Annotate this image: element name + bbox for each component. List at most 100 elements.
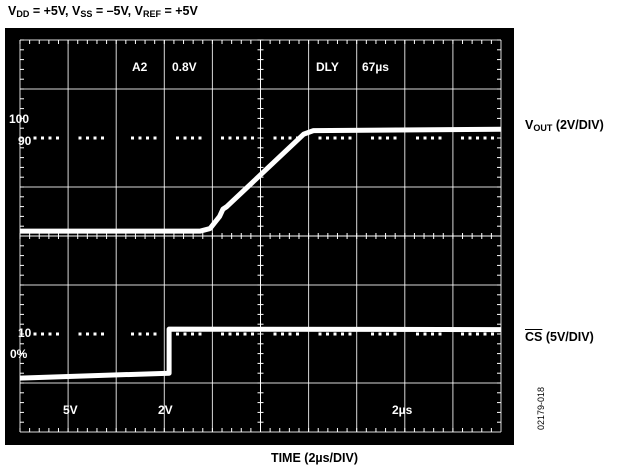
a2-label: A2	[132, 60, 148, 74]
grid-dot	[318, 136, 322, 140]
grid-dot	[461, 136, 464, 140]
grid-dot	[41, 332, 44, 336]
grid-dot	[48, 332, 52, 336]
grid-dot	[296, 332, 299, 336]
scope-annotations: A2 0.8V DLY 67µs 100 90 10 0% 5V 2V 2µs	[9, 60, 413, 417]
grid-dot	[393, 136, 397, 140]
vout-scale-label: VOUT (2V/DIV)	[525, 118, 604, 133]
grid-dot	[146, 332, 149, 336]
grid-dot	[236, 136, 239, 140]
cs-scale-label: CS (5V/DIV)	[525, 330, 594, 344]
grid-dot	[176, 136, 179, 140]
grid-dot	[86, 332, 89, 336]
grid-dot	[483, 332, 487, 336]
grid-dot	[468, 332, 472, 336]
grid-dot	[483, 136, 487, 140]
grid-dot	[236, 332, 239, 336]
grid-dot	[326, 332, 329, 336]
grid-dot	[183, 332, 187, 336]
grid-dot	[491, 136, 494, 140]
grid-dot	[393, 332, 397, 336]
grid-dot	[416, 136, 419, 140]
grid-dot	[288, 332, 292, 336]
grid-dot	[131, 136, 134, 140]
trace-vout	[20, 126, 502, 234]
marker-10: 10	[18, 326, 32, 340]
grid-dot	[386, 332, 389, 336]
grid-dot	[86, 136, 89, 140]
grid-dot	[243, 136, 247, 140]
grid-dot	[78, 332, 82, 336]
grid-dot	[476, 332, 479, 336]
grid-dot	[56, 332, 59, 336]
grid-dot	[348, 332, 352, 336]
grid-dot	[423, 332, 427, 336]
grid-dot	[468, 136, 472, 140]
grid-dot	[243, 332, 247, 336]
grid-dot	[251, 332, 254, 336]
grid-dot	[146, 136, 149, 140]
grid-dot	[438, 136, 442, 140]
grid-dot	[281, 332, 284, 336]
grid-dot	[416, 332, 419, 336]
grid-dot	[333, 136, 337, 140]
grid-dot	[326, 136, 329, 140]
grid-dot	[228, 136, 232, 140]
vref-condition: VREF = +5V	[134, 4, 198, 19]
grid-dot	[228, 332, 232, 336]
grid-dot	[101, 332, 104, 336]
vss-condition: VSS = –5V,	[71, 4, 135, 19]
dly-label: DLY	[316, 60, 339, 74]
time-axis-label: TIME (2µs/DIV)	[270, 451, 359, 465]
grid-dot	[153, 136, 157, 140]
marker-100: 100	[9, 112, 29, 126]
grid-dot	[386, 136, 389, 140]
grid-dot	[221, 136, 224, 140]
grid-dot	[371, 332, 374, 336]
marker-90: 90	[18, 134, 32, 148]
grid-dot	[476, 136, 479, 140]
dly-value: 67µs	[362, 60, 389, 74]
grid-dot	[491, 332, 494, 336]
scope-traces	[19, 126, 502, 381]
grid-dot	[438, 332, 442, 336]
grid-dot	[431, 136, 434, 140]
grid-dot	[281, 136, 284, 140]
time-scale: 2µs	[392, 403, 413, 417]
marker-0: 0%	[10, 347, 28, 361]
grid-dot	[41, 136, 44, 140]
grid-dot	[176, 332, 179, 336]
grid-dot	[333, 332, 337, 336]
grid-dot	[423, 136, 427, 140]
scope-grid	[19, 39, 502, 433]
ch1-scale: 5V	[63, 403, 78, 417]
a2-level-label: 0.8V	[172, 60, 197, 74]
test-conditions-header: VDD = +5V, VSS = –5V, VREF = +5V	[8, 4, 198, 19]
grid-dot	[33, 332, 37, 336]
grid-dot	[348, 136, 352, 140]
grid-dot	[378, 332, 382, 336]
grid-dot	[138, 332, 142, 336]
grid-dot	[48, 136, 52, 140]
figure-id: 02179-018	[536, 386, 546, 430]
grid-dot	[153, 332, 157, 336]
grid-dot	[78, 136, 82, 140]
grid-dot	[183, 136, 187, 140]
grid-dot	[93, 332, 97, 336]
grid-dot	[371, 136, 374, 140]
grid-dot	[191, 136, 194, 140]
grid-dot	[101, 136, 104, 140]
trace-cs	[19, 326, 502, 381]
grid-dot	[251, 136, 254, 140]
grid-dot	[273, 332, 277, 336]
grid-dot	[138, 136, 142, 140]
grid-dot	[198, 136, 202, 140]
grid-dot	[318, 332, 322, 336]
grid-dot	[461, 332, 464, 336]
grid-dot	[341, 136, 344, 140]
grid-dot	[56, 136, 59, 140]
vdd-condition: VDD = +5V,	[8, 4, 72, 19]
ch2-scale: 2V	[158, 403, 173, 417]
grid-dot	[93, 136, 97, 140]
